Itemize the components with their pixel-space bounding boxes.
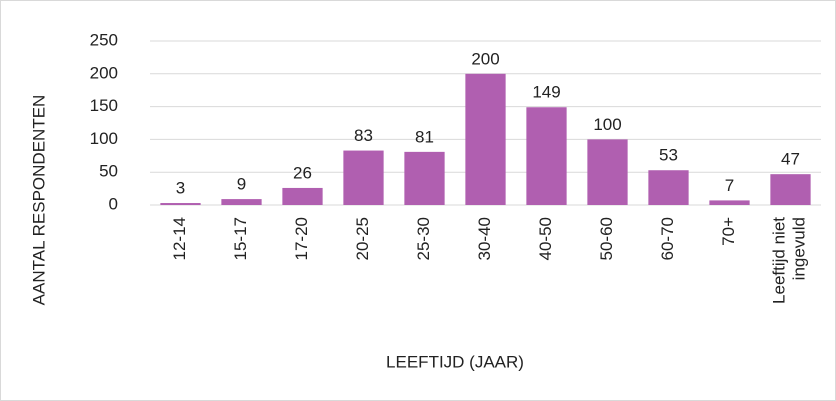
bar: [465, 73, 506, 205]
bar: [343, 150, 384, 205]
bar: [770, 174, 811, 205]
y-tick-label: 0: [109, 194, 118, 213]
x-axis-title: LEEFTIJD (JAAR): [386, 352, 524, 371]
bar: [160, 203, 201, 205]
x-tick-label: 60-70: [658, 217, 677, 260]
data-label: 7: [725, 176, 734, 195]
x-tick-label: Leeftijd nietingevuld: [770, 217, 809, 304]
y-tick-label: 100: [90, 129, 118, 148]
bar: [648, 170, 689, 205]
data-label: 81: [415, 127, 434, 146]
bar: [404, 151, 445, 205]
bar: [587, 139, 628, 205]
bar: [526, 107, 567, 205]
y-tick-label: 50: [99, 162, 118, 181]
y-tick-label: 200: [90, 63, 118, 82]
bar: [709, 200, 750, 205]
x-tick-label: 30-40: [475, 217, 494, 260]
data-label: 100: [593, 115, 621, 134]
data-label: 3: [176, 179, 185, 198]
data-label: 47: [781, 150, 800, 169]
bar: [221, 199, 262, 205]
x-tick-label: 25-30: [414, 217, 433, 260]
data-label: 26: [293, 163, 312, 182]
data-label: 200: [471, 49, 499, 68]
x-tick-label: 20-25: [353, 217, 372, 260]
y-axis-title: AANTAL RESPONDENTEN: [29, 95, 48, 306]
x-tick-label: 70+: [719, 217, 738, 246]
data-label: 53: [659, 146, 678, 165]
x-tick-label: 17-20: [292, 217, 311, 260]
data-label: 83: [354, 126, 373, 145]
x-tick-label: 40-50: [536, 217, 555, 260]
data-label: 149: [532, 83, 560, 102]
y-tick-label: 250: [90, 30, 118, 49]
x-tick-label: 12-14: [170, 217, 189, 260]
x-tick-label: 50-60: [597, 217, 616, 260]
bar: [282, 187, 323, 205]
y-tick-label: 150: [90, 96, 118, 115]
data-label: 9: [237, 175, 246, 194]
x-tick-label: 15-17: [231, 217, 250, 260]
